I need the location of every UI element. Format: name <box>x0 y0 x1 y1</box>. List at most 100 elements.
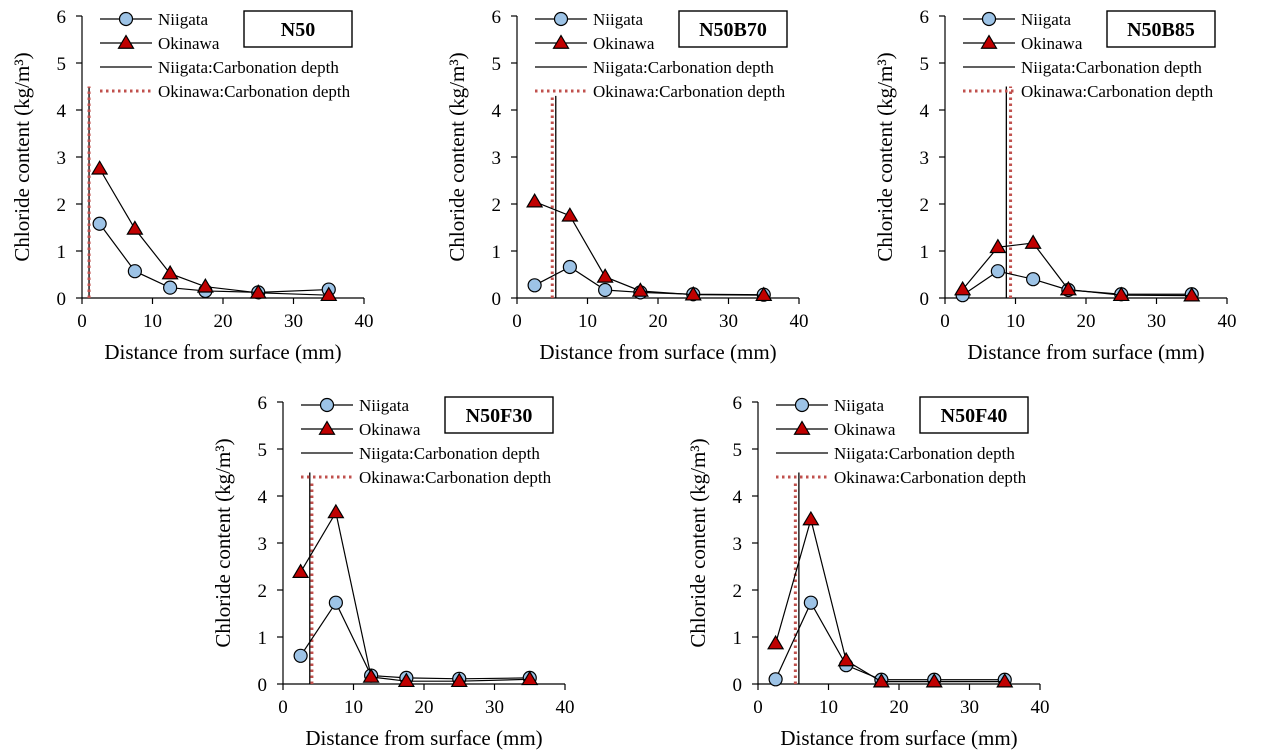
y-tick-label: 4 <box>920 101 930 122</box>
okinawa-data-point <box>126 220 144 235</box>
okinawa-data-point <box>596 268 614 283</box>
x-axis-title: Distance from surface (mm) <box>104 340 341 364</box>
legend-okinawa-marker <box>793 420 811 435</box>
okinawa-series-line <box>775 517 1005 683</box>
niigata-data-point <box>527 278 542 293</box>
x-tick-label: 30 <box>1147 311 1166 332</box>
niigata-data-point <box>1026 272 1041 287</box>
panel-label-box <box>678 10 788 48</box>
x-tick-label: 40 <box>1218 311 1237 332</box>
x-tick-label: 10 <box>143 311 162 332</box>
x-tick-label: 0 <box>278 697 288 718</box>
x-tick-label: 0 <box>77 311 87 332</box>
niigata-series-line <box>775 601 1005 681</box>
okinawa-data-point <box>320 286 338 302</box>
okinawa-series-line <box>300 510 530 682</box>
panel-label: N50F40 <box>941 405 1008 427</box>
okinawa-data-point <box>397 672 415 688</box>
x-tick-label: 20 <box>1077 311 1096 332</box>
y-tick-label: 3 <box>920 148 930 169</box>
y-tick-label: 0 <box>57 289 67 310</box>
y-tick-label: 1 <box>492 242 502 263</box>
panel-label-box <box>919 396 1029 434</box>
x-tick-label: 20 <box>890 697 909 718</box>
niigata-data-point <box>768 672 783 687</box>
y-tick-label: 0 <box>733 675 743 696</box>
y-tick-label: 6 <box>258 393 268 414</box>
x-axis-title: Distance from surface (mm) <box>967 340 1204 364</box>
y-tick-label: 5 <box>492 54 502 75</box>
legend-niigata-carbonation-label: Niigata:Carbonation depth <box>158 58 339 77</box>
x-tick-label: 10 <box>1006 311 1025 332</box>
y-tick-label: 0 <box>492 289 502 310</box>
y-tick-label: 3 <box>492 148 502 169</box>
niigata-data-point <box>803 595 818 610</box>
x-tick-label: 40 <box>556 697 575 718</box>
y-axis-title: Chloride content (kg/m³) <box>10 52 34 261</box>
okinawa-data-point <box>631 282 649 297</box>
niigata-data-point <box>598 282 613 298</box>
x-axis-title: Distance from surface (mm) <box>305 726 542 750</box>
x-tick-label: 20 <box>415 697 434 718</box>
x-tick-label: 40 <box>355 311 374 332</box>
legend: Niigata Okinawa Niigata:Carbonation depth O… <box>535 10 786 101</box>
x-tick-label: 0 <box>940 311 950 332</box>
okinawa-series-line <box>99 168 329 296</box>
x-tick-label: 10 <box>344 697 363 718</box>
legend-okinawa-label: Okinawa <box>158 34 220 53</box>
panel-label: N50F30 <box>466 405 533 427</box>
okinawa-data-point <box>327 503 345 519</box>
y-tick-label: 4 <box>733 487 743 508</box>
legend-okinawa-carbonation-label: Okinawa:Carbonation depth <box>1021 82 1214 101</box>
y-tick-label: 6 <box>733 393 743 414</box>
x-tick-label: 30 <box>485 697 504 718</box>
y-tick-label: 5 <box>258 440 268 461</box>
x-axis-title: Distance from surface (mm) <box>539 340 776 364</box>
chart-panel-4: 0 10 20 30 40 0 1 2 3 4 5 6 Distance from surface (m… <box>211 393 575 750</box>
legend-niigata-label: Niigata <box>593 10 643 29</box>
legend-niigata-marker <box>553 11 569 27</box>
y-tick-label: 3 <box>733 534 743 555</box>
okinawa-data-point <box>767 634 785 650</box>
y-tick-label: 0 <box>258 675 268 696</box>
y-tick-label: 4 <box>57 101 67 122</box>
niigata-data-point <box>562 259 577 275</box>
okinawa-data-point <box>526 192 544 208</box>
y-axis-title: Chloride content (kg/m³) <box>211 438 235 647</box>
legend-niigata-carbonation-label: Niigata:Carbonation depth <box>359 444 540 463</box>
niigata-data-point <box>328 595 343 610</box>
panel-label-box <box>243 10 353 48</box>
legend-okinawa-marker <box>980 34 998 49</box>
legend-okinawa-marker <box>318 420 336 435</box>
y-tick-label: 5 <box>920 54 930 75</box>
y-tick-label: 1 <box>258 628 268 649</box>
niigata-series-line <box>300 601 530 680</box>
okinawa-data-point <box>872 672 890 688</box>
okinawa-data-point <box>837 651 855 667</box>
y-tick-label: 2 <box>492 195 502 216</box>
okinawa-data-point <box>161 264 179 280</box>
y-tick-label: 1 <box>733 628 743 649</box>
okinawa-data-point <box>954 280 972 296</box>
y-tick-label: 2 <box>733 581 743 602</box>
legend-niigata-marker <box>319 397 335 413</box>
legend-okinawa-label: Okinawa <box>593 34 655 53</box>
y-tick-label: 3 <box>258 534 268 555</box>
okinawa-data-point <box>989 238 1007 254</box>
x-axis-title: Distance from surface (mm) <box>780 726 1017 750</box>
niigata-data-point <box>127 264 142 279</box>
niigata-series-line <box>99 223 329 293</box>
legend-okinawa-carbonation-label: Okinawa:Carbonation depth <box>359 468 552 487</box>
niigata-series-line <box>962 270 1192 296</box>
okinawa-data-point <box>1024 234 1042 249</box>
legend: Niigata Okinawa Niigata:Carbonation depth O… <box>301 396 552 487</box>
chart-panel-5: 0 10 20 30 40 0 1 2 3 4 5 6 Distance from surface (m… <box>686 393 1050 750</box>
okinawa-series-line <box>534 201 764 296</box>
okinawa-data-point <box>292 563 310 578</box>
niigata-data-point <box>990 264 1005 279</box>
y-tick-label: 6 <box>492 7 502 28</box>
niigata-data-point <box>92 216 107 231</box>
chart-panel-2: 0 10 20 30 40 0 1 2 3 4 5 6 Distance from surface (m… <box>445 7 809 364</box>
x-tick-label: 30 <box>284 311 303 332</box>
